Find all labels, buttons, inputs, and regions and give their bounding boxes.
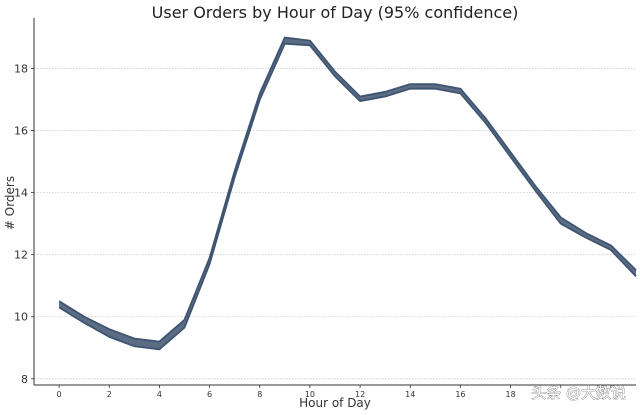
x-tick-label: 8 xyxy=(257,390,262,399)
y-tick-label: 16 xyxy=(14,125,28,138)
chart-title: User Orders by Hour of Day (95% confiden… xyxy=(152,3,519,22)
y-tick-label: 18 xyxy=(14,63,28,76)
x-tick-label: 16 xyxy=(455,390,465,399)
y-gridlines xyxy=(34,68,636,380)
series-lines xyxy=(58,36,637,351)
x-axis-label: Hour of Day xyxy=(299,396,371,410)
x-tick-label: 4 xyxy=(157,390,162,399)
x-tick-label: 14 xyxy=(405,390,415,399)
series-line-upper xyxy=(58,36,637,343)
y-tick-label: 12 xyxy=(14,249,28,262)
x-ticks: 0 2 4 6 8 10 12 14 16 18 xyxy=(57,385,612,399)
x-tick-label: 10 xyxy=(305,390,315,399)
x-tick-label: 6 xyxy=(207,390,212,399)
x-tick-label: 12 xyxy=(355,390,365,399)
y-axis-label: # Orders xyxy=(3,176,17,230)
x-tick-label: 18 xyxy=(505,390,515,399)
x-tick-label: 2 xyxy=(107,390,112,399)
watermark: 头条 @大数说 xyxy=(531,384,626,402)
x-tick-label: 0 xyxy=(57,390,62,399)
axes xyxy=(33,18,636,386)
y-ticks: 8 10 12 14 16 18 xyxy=(14,63,34,386)
y-tick-label: 14 xyxy=(14,187,28,200)
y-tick-label: 8 xyxy=(21,373,28,386)
y-tick-label: 10 xyxy=(14,311,28,324)
series-line-lower xyxy=(58,42,637,351)
